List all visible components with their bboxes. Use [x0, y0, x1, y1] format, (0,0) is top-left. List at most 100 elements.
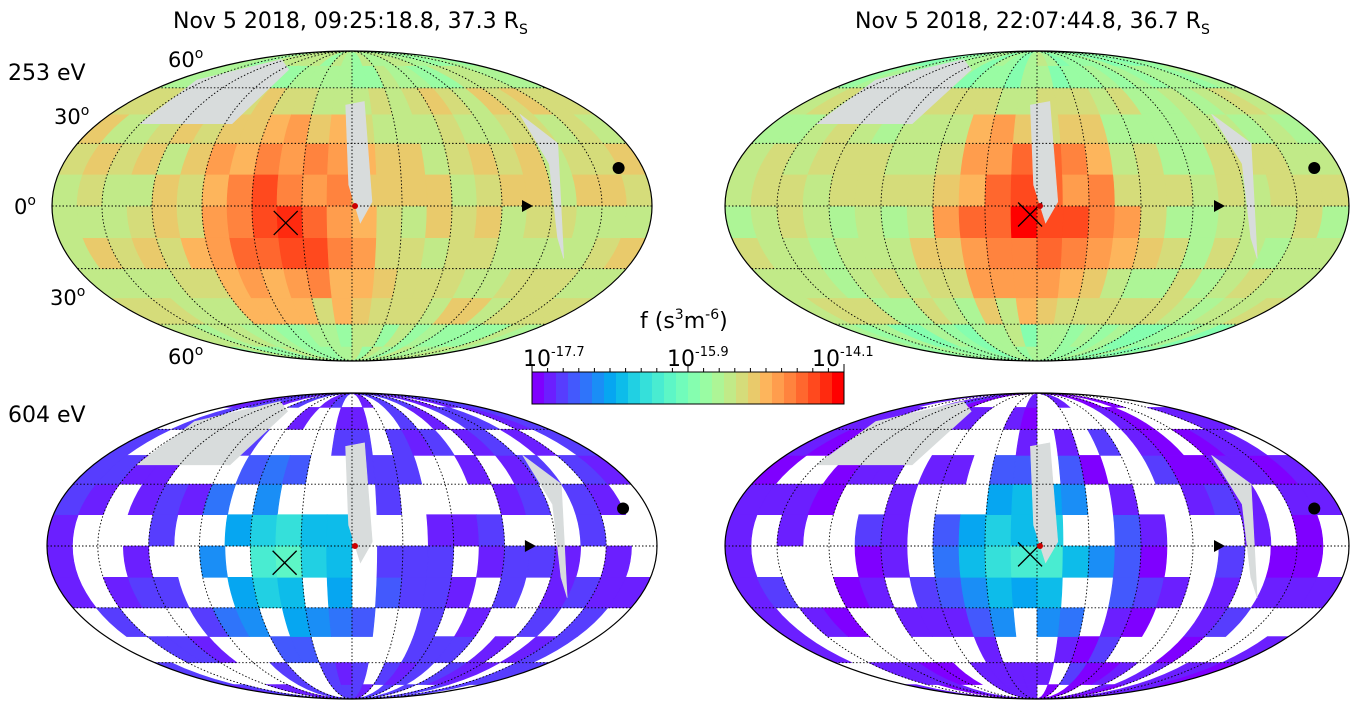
colorbar-swatch	[784, 372, 797, 404]
flux-cell	[1214, 205, 1246, 238]
colorbar-swatch	[832, 372, 845, 404]
flux-cell	[1062, 545, 1090, 578]
flux-cell	[1138, 205, 1168, 238]
skymap-253ev-left	[52, 51, 652, 361]
flux-cell	[300, 514, 328, 547]
circle-marker	[1308, 502, 1321, 515]
grid-and-markers	[46, 50, 1350, 700]
flux-cell	[1138, 174, 1168, 207]
center-dot-marker	[1037, 203, 1043, 209]
sky-outline	[46, 392, 658, 700]
colorbar-tick-min: 10-17.7	[523, 345, 585, 372]
cross-marker	[272, 550, 298, 576]
flux-cell	[474, 205, 503, 238]
flux-cell	[374, 237, 402, 269]
flux-cell	[1036, 268, 1062, 299]
flux-cell	[932, 174, 962, 207]
colorbar-tick-mid: 10-15.9	[667, 345, 729, 372]
flux-cell	[226, 174, 255, 207]
lat-tick-30n: 30o	[54, 103, 89, 129]
flux-cell	[880, 205, 911, 238]
flux-cell	[249, 514, 278, 547]
sky-outline	[724, 392, 1350, 700]
flux-cell	[326, 205, 353, 238]
colorbar	[531, 364, 845, 405]
flux-cell	[985, 576, 1014, 609]
flux-cell	[1086, 429, 1122, 456]
circle-marker	[1308, 161, 1321, 174]
colorbar-swatch	[760, 372, 773, 404]
meridian-line	[1036, 50, 1194, 362]
flux-cell	[1062, 205, 1090, 238]
flux-cell	[401, 545, 429, 578]
flux-cell	[932, 545, 962, 578]
meridian-line	[776, 392, 1038, 700]
flux-cell	[1011, 576, 1038, 609]
blocked-region	[345, 442, 373, 564]
flux-cell	[1265, 174, 1298, 207]
flux-cell	[224, 514, 253, 547]
flux-cell	[351, 268, 376, 299]
blocked-region	[135, 401, 289, 466]
meridian-line	[201, 50, 353, 362]
flux-cell	[958, 514, 987, 547]
flux-cell	[176, 205, 206, 238]
circle-marker	[612, 161, 625, 174]
blocked-region	[815, 401, 972, 466]
sky-outline	[724, 50, 1350, 362]
center-dot-marker	[1037, 543, 1043, 549]
flux-cell	[376, 545, 404, 578]
flux-cell	[1138, 545, 1168, 578]
flux-cell	[451, 514, 480, 547]
flux-cell	[278, 237, 307, 269]
flux-cell	[1316, 205, 1349, 238]
flux-cell	[802, 205, 834, 238]
meridian-line	[1036, 392, 1142, 700]
flux-cell	[302, 143, 330, 175]
colorbar-swatch	[688, 372, 701, 404]
flux-cell	[958, 174, 987, 207]
flux-cell	[522, 205, 553, 238]
blocked-region	[1211, 455, 1258, 598]
flux-cell	[374, 576, 403, 609]
flux-cell	[1087, 205, 1116, 238]
colorbar-swatch	[568, 372, 581, 404]
flux-cell	[278, 143, 307, 175]
flux-cell	[376, 205, 403, 238]
flux-cell	[376, 174, 403, 207]
flux-cell	[880, 545, 911, 578]
flux-cell	[331, 297, 353, 325]
flux-cell	[374, 143, 402, 175]
flux-cell	[351, 393, 375, 408]
flux-cell	[828, 205, 860, 238]
flux-cell	[522, 174, 553, 207]
flux-cell	[906, 174, 936, 207]
flux-cell	[1015, 297, 1038, 325]
blocked-region	[519, 113, 564, 259]
flux-cell	[525, 545, 556, 578]
lat-tick-60s: 60o	[168, 343, 203, 369]
flux-cell	[828, 174, 860, 207]
center-dot-marker	[352, 203, 358, 209]
colorbar-swatch	[700, 372, 713, 404]
flux-cell	[351, 684, 417, 699]
flux-cell	[1036, 393, 1126, 408]
flux-cell	[960, 143, 990, 175]
flux-cell	[1163, 205, 1194, 238]
flux-cell	[1163, 174, 1194, 207]
flux-cell	[326, 576, 353, 609]
flux-cell	[1087, 174, 1116, 207]
flux-cell	[201, 174, 230, 207]
colorbar-swatch	[736, 372, 749, 404]
lat-tick-30s: 30o	[50, 284, 85, 310]
flux-cell	[575, 514, 607, 547]
flux-cell	[277, 576, 306, 609]
flux-cell	[251, 205, 279, 238]
flux-cell	[176, 174, 206, 207]
colorbar-swatch	[640, 372, 653, 404]
flux-cell	[426, 514, 455, 547]
flux-cell	[952, 407, 994, 430]
flux-cell	[571, 205, 603, 238]
flux-cell	[985, 143, 1014, 175]
flux-cell	[1112, 205, 1142, 238]
